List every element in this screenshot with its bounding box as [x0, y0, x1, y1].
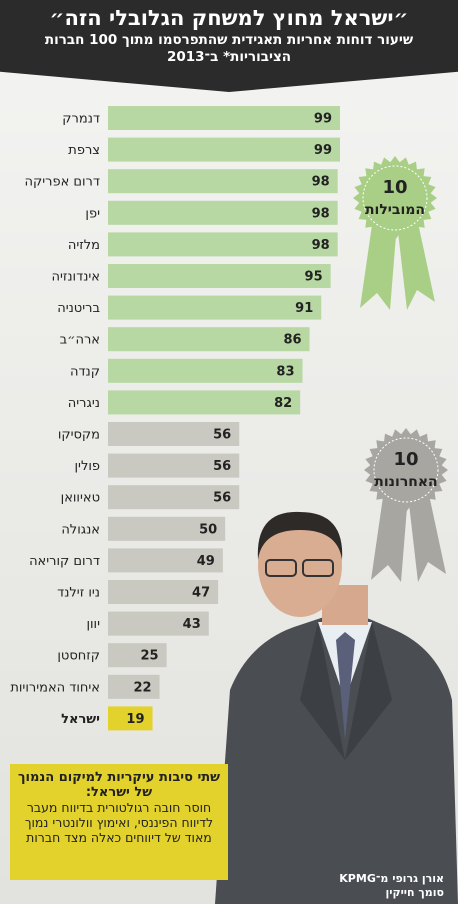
ribbon — [397, 218, 435, 310]
value-label: 56 — [213, 428, 231, 443]
value-label: 82 — [274, 396, 292, 411]
bar — [108, 706, 153, 731]
value-label: 43 — [183, 617, 201, 632]
bar — [108, 548, 223, 573]
badge-number: 10 — [393, 449, 418, 470]
value-label: 22 — [133, 680, 151, 695]
ribbon — [408, 490, 446, 582]
value-label: 25 — [140, 649, 158, 664]
value-label: 99 — [314, 143, 332, 158]
category-label: דנמרק — [62, 112, 100, 127]
credit-line: סומך חייקין — [385, 886, 444, 899]
category-label: דרום קוריאה — [29, 554, 100, 569]
category-label: יפן — [85, 206, 100, 221]
category-label: טאיוואן — [61, 491, 100, 506]
bar — [108, 295, 322, 320]
credit-line: אורן גרופי מ־KPMG — [339, 872, 444, 885]
category-label: מלזיה — [68, 238, 100, 253]
value-label: 95 — [305, 270, 323, 285]
chart-title: ״ישראל מחוץ למשחק הגלובלי הזה״ — [49, 6, 409, 30]
bar — [108, 169, 338, 194]
badge-label: האחרונות — [374, 474, 437, 490]
category-label: קנדה — [70, 364, 100, 379]
category-label: אינדונזיה — [51, 270, 100, 285]
category-label: בריטניה — [57, 301, 100, 316]
bar — [108, 580, 219, 604]
category-label: צרפת — [68, 143, 100, 158]
category-label: ישראל — [61, 712, 100, 727]
value-label: 91 — [295, 301, 313, 316]
photo-credit: אורן גרופי מ־KPMG סומך חייקין — [339, 872, 444, 900]
bar — [108, 264, 331, 288]
rosette — [364, 428, 448, 512]
category-label: דרום אפריקה — [24, 175, 100, 190]
header: ״ישראל מחוץ למשחק הגלובלי הזה״ שיעור דוח… — [0, 0, 458, 92]
person-photo — [215, 511, 458, 904]
value-label: 86 — [283, 333, 301, 348]
category-label: ארה״ב — [60, 333, 100, 348]
bar — [108, 106, 340, 130]
bar — [108, 643, 167, 668]
category-label: קזחסטן — [57, 649, 100, 664]
callout: שתי סיבות עיקריות למיקום הנמוך של ישראל:… — [10, 764, 228, 880]
value-label: 83 — [276, 364, 294, 379]
bar — [108, 200, 338, 225]
bar — [108, 485, 240, 510]
category-label: יוון — [86, 617, 100, 632]
badge-number: 10 — [382, 177, 407, 198]
value-label: 49 — [197, 554, 215, 569]
chart-subtitle: שיעור דוחות אחריות תאגידית שהתפרסמו מתוך… — [44, 32, 414, 65]
ribbon — [360, 218, 397, 310]
callout-title: שתי סיבות עיקריות למיקום הנמוך של ישראל: — [17, 770, 221, 800]
value-label: 56 — [213, 491, 231, 506]
bar — [108, 611, 209, 636]
rosette-ring — [373, 437, 439, 503]
bar — [108, 137, 340, 162]
value-label: 47 — [192, 586, 210, 601]
bar — [108, 453, 240, 478]
category-label: ניו זילנד — [57, 586, 100, 601]
rosette — [353, 156, 437, 240]
bar — [108, 516, 226, 541]
value-label: 98 — [312, 238, 330, 253]
value-label: 56 — [213, 459, 231, 474]
callout-body: חוסר חובה רגולטורית בדיווח מעבר לדיווח ה… — [24, 800, 214, 845]
category-label: אנגולה — [61, 522, 100, 537]
category-label: פולין — [75, 459, 101, 474]
bar — [108, 390, 301, 415]
rosette-ring — [362, 165, 428, 231]
bar — [108, 327, 310, 352]
value-label: 50 — [199, 522, 217, 537]
value-label: 19 — [126, 712, 144, 727]
badge-label: המובילות — [365, 202, 425, 218]
category-label: מקסיקו — [58, 428, 100, 443]
value-label: 98 — [312, 175, 330, 190]
bar — [108, 358, 303, 383]
bar — [108, 422, 240, 446]
category-label: איחוד האמירויות — [10, 680, 100, 695]
bar — [108, 674, 160, 699]
bar — [108, 232, 338, 257]
value-label: 98 — [312, 206, 330, 221]
ribbon — [371, 490, 408, 582]
value-label: 99 — [314, 112, 332, 127]
category-label: ניגריה — [68, 396, 100, 411]
